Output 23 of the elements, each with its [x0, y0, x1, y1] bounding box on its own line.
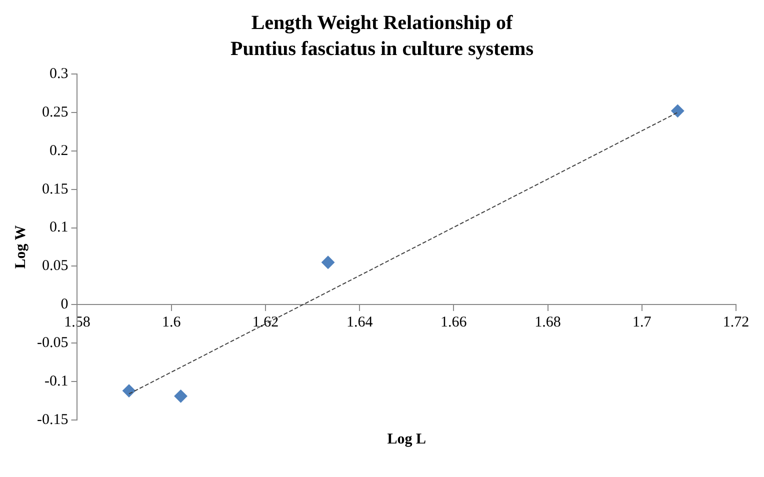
y-tick-label: 0.3: [49, 66, 68, 82]
y-tick-label: 0.15: [42, 181, 68, 198]
point: [174, 390, 188, 403]
y-tick-label: 0.25: [42, 104, 68, 120]
point: [322, 256, 335, 269]
y-tick-label: 0.1: [49, 220, 68, 236]
y-tick-label: 0: [60, 296, 68, 313]
y-tick-label: 0.2: [49, 142, 68, 159]
point: [671, 104, 684, 118]
x-tick-label: 1.68: [534, 314, 561, 331]
x-tick-label: 1.64: [346, 314, 374, 331]
x-tick-label: 1.7: [632, 314, 652, 331]
x-tick-label: 1.66: [440, 314, 468, 331]
y-tick-label: -0.1: [44, 373, 68, 390]
x-tick-label: 1.6: [162, 314, 182, 331]
x-tick-label: 1.72: [722, 314, 750, 331]
y-tick-label: -0.15: [36, 412, 68, 428]
y-tick-label: 0.05: [42, 258, 68, 274]
chart-title: Length Weight Relationship of Puntius fasciatus in culture systems: [230, 11, 534, 62]
y-tick-label: -0.05: [36, 335, 68, 352]
y-axis-title: Log W: [12, 225, 29, 269]
x-axis-title: Log L: [387, 431, 426, 448]
x-tick-label: 1.62: [252, 314, 279, 331]
